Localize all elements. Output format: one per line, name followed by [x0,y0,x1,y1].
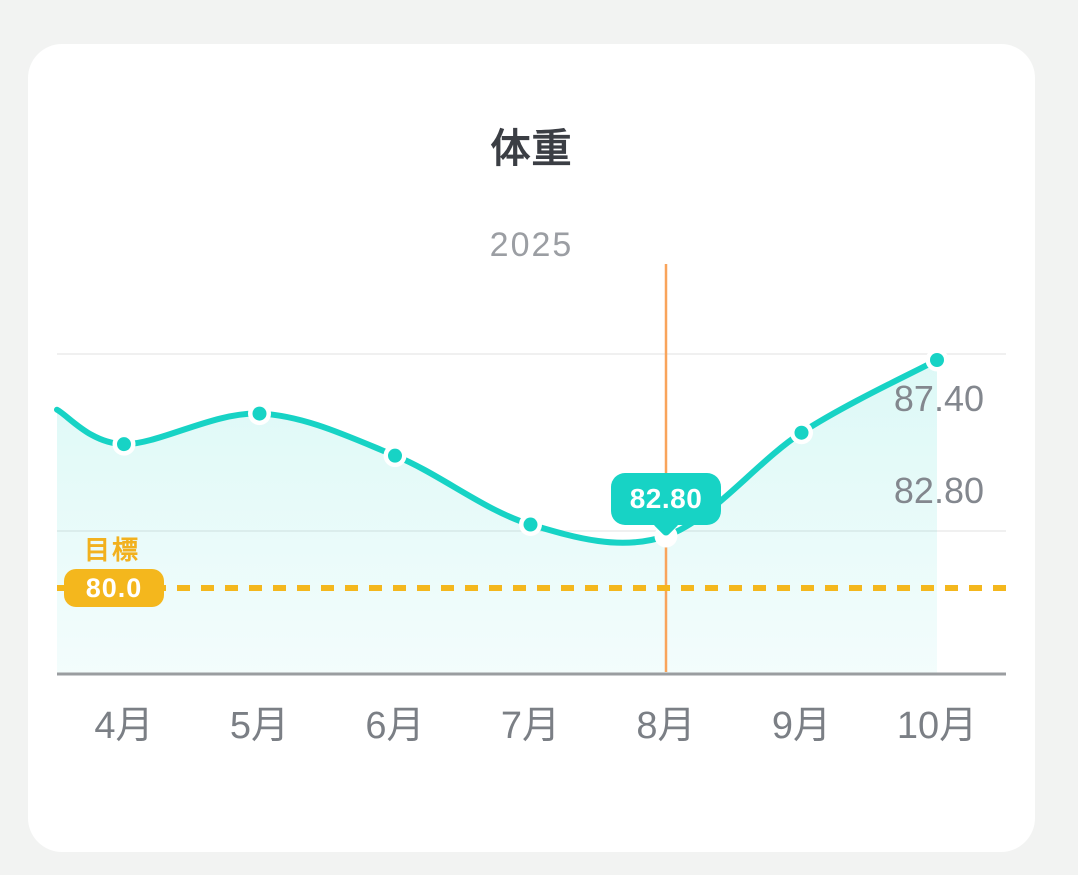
data-point-core-5月 [252,406,267,421]
data-point-core-7月 [523,517,538,532]
weight-area-fill [57,360,937,673]
tooltip-value: 82.80 [629,483,703,514]
goal-value-badge: 80.0 [64,569,164,607]
y-axis-label-82.80: 82.80 [893,470,984,511]
x-axis-label-8月[interactable]: 8月 [636,705,696,747]
x-axis-label-4月[interactable]: 4月 [94,705,154,747]
data-point-core-9月 [794,425,809,440]
value-tooltip: 82.80 [611,473,721,538]
x-axis-label-7月[interactable]: 7月 [500,705,561,747]
chart-title: 体重 [490,127,573,171]
x-axis-label-5月[interactable]: 5月 [229,705,290,747]
data-point-core-6月 [388,448,402,463]
data-point-core-10月 [930,353,944,367]
x-axis-label-9月[interactable]: 9月 [771,705,832,747]
year-label: 2025 [489,226,574,264]
goal-label: 目標 [84,535,141,565]
x-axis-label-6月[interactable]: 6月 [365,705,425,747]
weight-line [54,357,940,546]
y-axis-label-87.40: 87.40 [893,378,984,419]
data-point-core-4月 [117,437,131,452]
x-axis-label-10月[interactable]: 10月 [896,705,978,747]
goal-value: 80.0 [85,573,143,603]
